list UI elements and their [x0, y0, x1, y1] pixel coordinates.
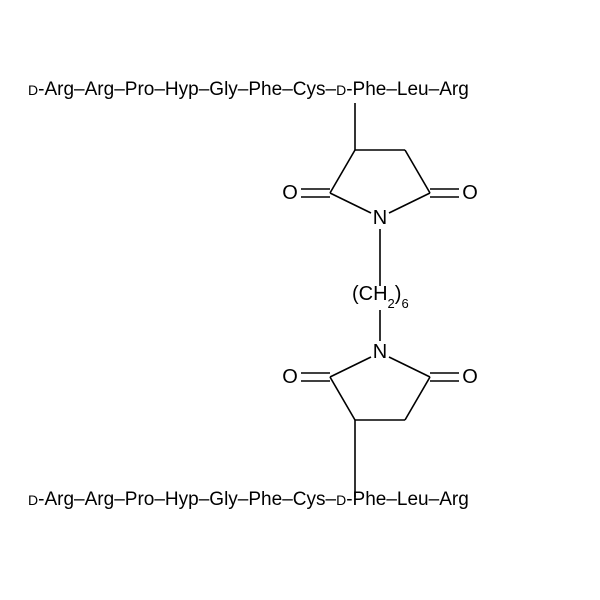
atom-o-bot-right: O [462, 366, 478, 388]
atom-o-top-left: O [282, 182, 298, 204]
peptide-chain-bottom: D-Arg–Arg–Pro–Hyp–Gly–Phe–Cys–D-Phe–Leu–… [28, 489, 469, 510]
atom-o-bot-left: O [282, 366, 298, 388]
peptide-chain-top: D-Arg–Arg–Pro–Hyp–Gly–Phe–Cys–D-Phe–Leu–… [28, 79, 469, 100]
peptide-chain-top-text: D-Arg–Arg–Pro–Hyp–Gly–Phe–Cys–D-Phe–Leu–… [28, 79, 469, 100]
atom-n-top: N [373, 207, 387, 229]
atom-n-bot: N [373, 341, 387, 363]
atom-o-top-right: O [462, 182, 478, 204]
peptide-chain-bottom-text: D-Arg–Arg–Pro–Hyp–Gly–Phe–Cys–D-Phe–Leu–… [28, 489, 469, 510]
